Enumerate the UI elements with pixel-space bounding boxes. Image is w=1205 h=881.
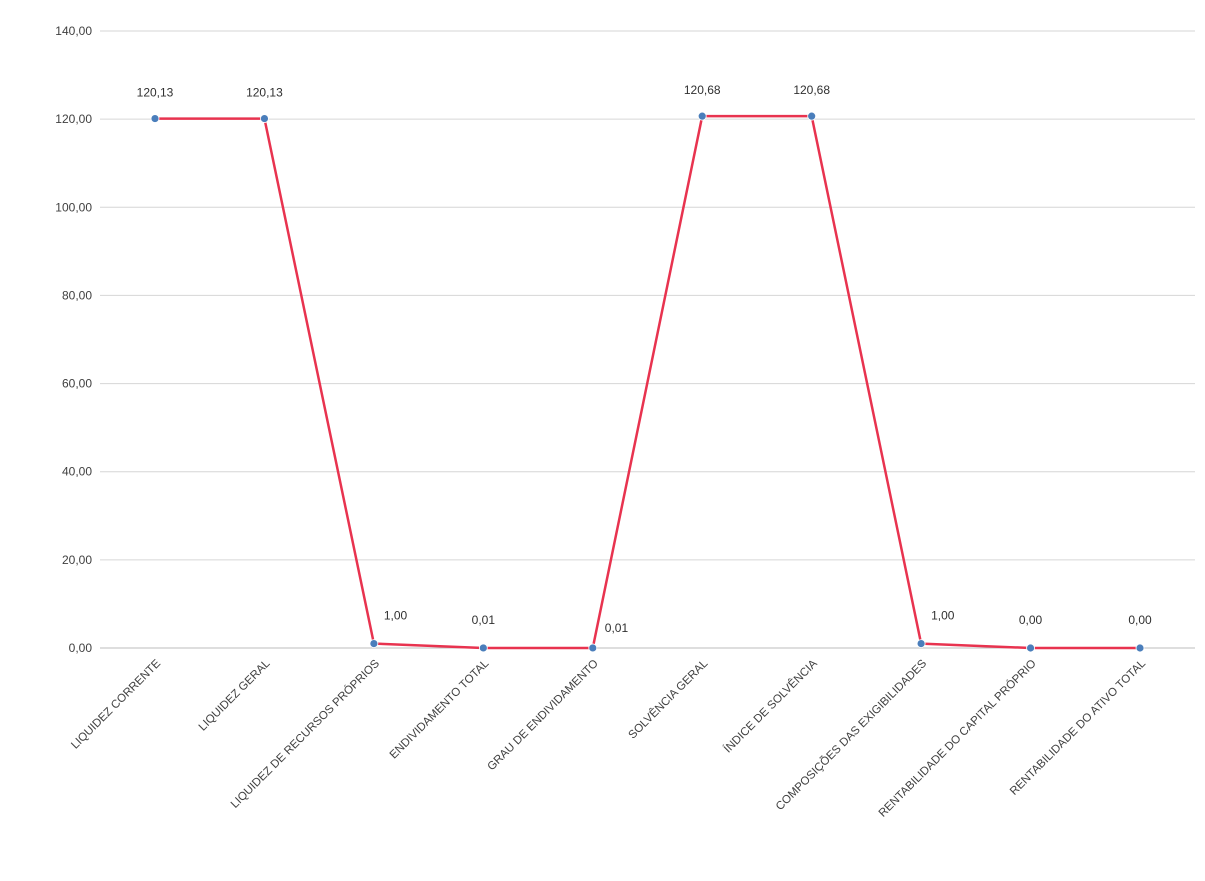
y-tick-label: 60,00: [62, 377, 92, 391]
series-markers: [150, 111, 1145, 653]
data-label: 0,00: [1019, 613, 1043, 627]
data-point: [369, 639, 379, 648]
y-tick-label: 140,00: [55, 24, 92, 38]
data-point: [1135, 643, 1145, 653]
x-axis-category-labels: LIQUIDEZ CORRENTE LIQUIDEZ GERALLIQUIDEZ …: [69, 657, 1148, 820]
data-point: [916, 639, 926, 648]
data-point: [807, 111, 817, 121]
data-label: 120,68: [684, 83, 721, 97]
y-tick-label: 120,00: [55, 112, 92, 126]
data-label: 0,00: [1128, 613, 1152, 627]
data-label: 0,01: [605, 621, 629, 635]
x-category-label: GRAU DE ENDIVIDAMENTO: [485, 658, 600, 773]
series-line-layer: [155, 114, 1140, 650]
data-label: 120,13: [246, 86, 283, 100]
y-tick-label: 40,00: [62, 465, 92, 479]
x-category-label: LIQUIDEZ CORRENTE: [69, 657, 163, 751]
data-point: [697, 111, 707, 121]
data-point: [1026, 643, 1035, 653]
x-category-label: ÍNDICE DE SOLVÊNCIA: [721, 657, 820, 756]
y-tick-label: 100,00: [55, 200, 92, 214]
x-category-label: LIQUIDEZ GERAL: [197, 657, 273, 733]
y-tick-label: 80,00: [62, 288, 92, 302]
data-label: 0,01: [472, 613, 496, 627]
data-point: [588, 643, 598, 653]
y-tick-label: 0,00: [69, 641, 93, 655]
y-tick-label: 20,00: [62, 553, 92, 567]
data-label: 1,00: [384, 609, 408, 623]
data-point: [150, 114, 160, 123]
series-line: [155, 114, 1140, 650]
data-point: [260, 114, 269, 123]
data-label: 1,00: [931, 609, 955, 623]
y-axis-tick-labels: 0,00 20,00 40,00 60,00 80,00 100,00 120,00 140,…: [55, 24, 92, 655]
data-label: 120,68: [793, 83, 830, 97]
x-category-label: ENDIVIDAMENTO TOTAL: [388, 657, 492, 761]
x-category-label: SOLVÊNCIA GERAL: [626, 657, 711, 742]
data-label: 120,13: [137, 86, 174, 100]
data-labels: 120,13 120,13 1,00 0,01 0,01 120,68 120,68 1,00…: [137, 83, 1152, 635]
data-point: [478, 643, 488, 653]
x-category-label: RENTABILIDADE DO ATIVO TOTAL: [1008, 657, 1149, 798]
